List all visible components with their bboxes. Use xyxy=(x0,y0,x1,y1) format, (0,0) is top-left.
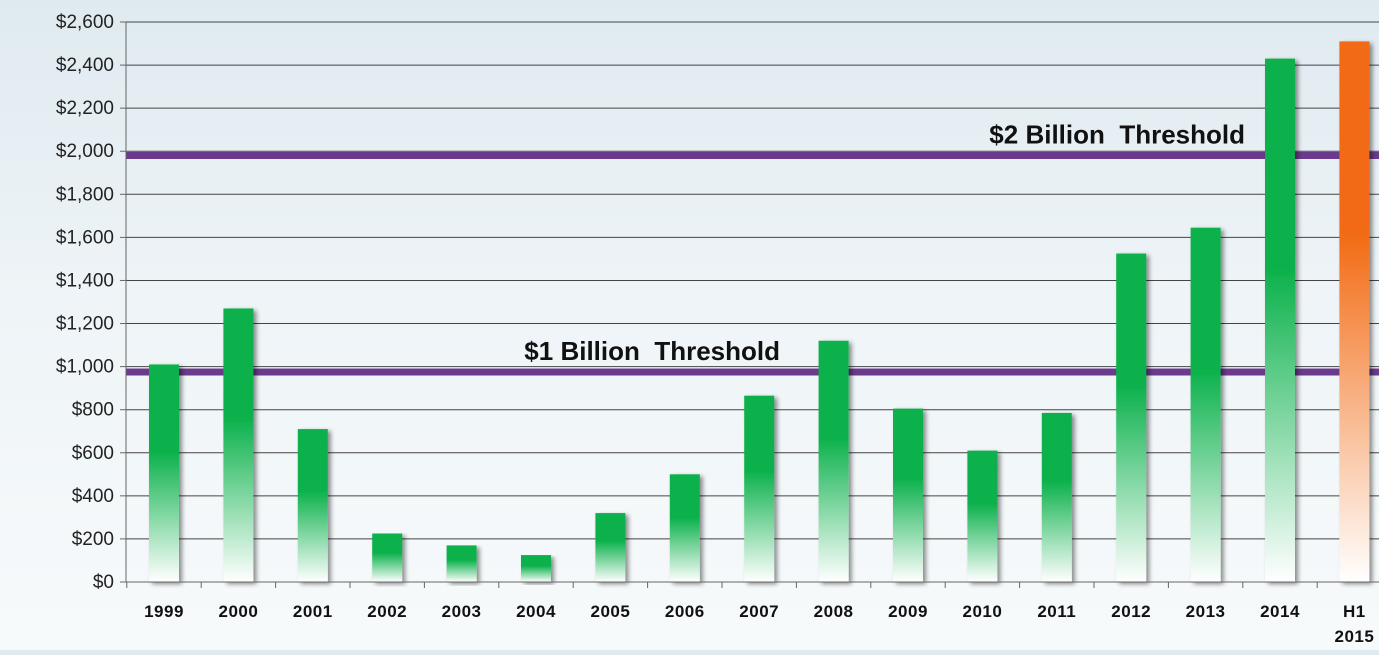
bar xyxy=(744,395,775,582)
bar xyxy=(223,308,254,582)
y-tick-label: $200 xyxy=(72,529,114,550)
x-tick-label: 1999 xyxy=(144,602,184,621)
y-tick-label: $0 xyxy=(93,572,114,593)
y-tick-labels: $0 $200 $400 $600 $800 $1,000 $1,200 $1,400 $1,6… xyxy=(56,12,114,593)
bar xyxy=(967,450,998,582)
y-tick-label: $600 xyxy=(72,443,114,464)
bar xyxy=(669,474,700,582)
x-tick-label: 2010 xyxy=(962,602,1002,621)
bar xyxy=(1116,253,1147,583)
x-tick-label: 2002 xyxy=(367,602,407,621)
x-tick-label: 2008 xyxy=(814,602,854,621)
bar xyxy=(149,364,179,582)
y-tick-label: $2,400 xyxy=(56,55,114,76)
x-tick-label: 2012 xyxy=(1111,602,1151,621)
y-tick-label: $1,800 xyxy=(56,184,114,205)
x-tick-label: 2007 xyxy=(739,602,779,621)
threshold-labels: $1 Billion Threshold $2 Billion Threshold xyxy=(524,120,1245,366)
x-tick-labels: 1999 2000 2001 2002 2003 2004 2005 2006 2007 2008… xyxy=(144,602,1374,646)
bar xyxy=(297,429,328,582)
x-tick-label: 2005 xyxy=(590,602,630,621)
bar xyxy=(372,533,403,582)
x-tick-label: H1 2015 xyxy=(1334,602,1374,646)
bars xyxy=(149,41,1370,583)
bar xyxy=(595,513,626,582)
x-tick-label: 2014 xyxy=(1260,602,1300,621)
y-tick-label: $1,600 xyxy=(56,227,114,248)
bar xyxy=(1041,412,1072,582)
bar xyxy=(893,408,923,582)
bar xyxy=(1339,41,1370,582)
y-tick-label: $2,200 xyxy=(56,98,114,119)
threshold-lines xyxy=(126,152,1379,376)
y-tick-label: $2,600 xyxy=(56,12,114,33)
bar xyxy=(521,555,551,582)
bar xyxy=(1265,58,1295,583)
x-tick-label: 2001 xyxy=(293,602,333,621)
threshold-label: $1 Billion Threshold xyxy=(524,336,780,366)
axes xyxy=(125,22,1379,588)
bar xyxy=(1190,227,1221,582)
bar xyxy=(818,340,849,582)
y-tick-label: $1,200 xyxy=(56,314,114,335)
bar xyxy=(446,545,477,582)
y-tick-label: $1,000 xyxy=(56,357,114,378)
threshold-label: $2 Billion Threshold xyxy=(989,120,1245,150)
y-tick-label: $1,400 xyxy=(56,270,114,291)
x-tick-label: 2006 xyxy=(665,602,705,621)
x-tick-label: 2004 xyxy=(516,602,556,621)
x-tick-label: 2009 xyxy=(888,602,928,621)
y-tick-label: $400 xyxy=(72,486,114,507)
x-tick-label: 2003 xyxy=(442,602,482,621)
x-tick-label: 2011 xyxy=(1037,602,1076,621)
y-tick-label: $800 xyxy=(72,400,114,421)
y-tick-label: $2,000 xyxy=(56,141,114,162)
x-tick-label: 2000 xyxy=(218,602,258,621)
x-tick-label: 2013 xyxy=(1186,602,1226,621)
